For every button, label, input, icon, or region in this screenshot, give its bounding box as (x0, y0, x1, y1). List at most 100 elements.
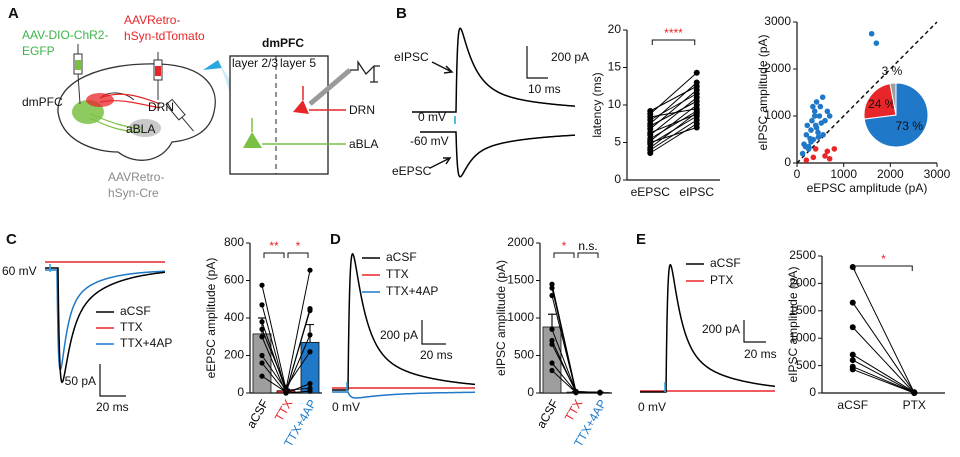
subject-point (693, 90, 700, 97)
x-tick-label: eEPSC (631, 185, 671, 199)
layer-label: layer 5 (280, 56, 316, 70)
y-axis-label: eIPSC amplitude (pA) (756, 34, 770, 150)
y-tick-label: 400 (224, 310, 244, 324)
point (802, 143, 809, 150)
holding-label: 0 mV (638, 400, 666, 414)
x-tick-label: PTX (903, 398, 926, 412)
legend-label: TTX+4AP (120, 336, 172, 350)
pie-label: 3 % (882, 64, 903, 78)
subject-line (852, 302, 915, 393)
significance-label: **** (664, 26, 683, 40)
y-tick-label: 1500 (507, 273, 534, 287)
x-tick-label: aCSF (534, 397, 561, 431)
subject-point (307, 332, 313, 338)
significance-label: n.s. (578, 239, 597, 253)
significance-bracket (263, 252, 285, 258)
subject-line (650, 100, 697, 127)
y-tick-label: 500 (514, 348, 534, 362)
subject-point (549, 337, 555, 344)
subject-line (650, 108, 697, 118)
subject-point (259, 352, 265, 359)
subject-point (259, 319, 265, 325)
point (816, 113, 823, 119)
subject-point (849, 299, 856, 306)
subject-line (649, 115, 698, 145)
subject-line (852, 266, 915, 393)
y-tick-label: 500 (796, 358, 816, 372)
legend-label: aCSF (386, 250, 417, 264)
pie-label: 24 % (868, 97, 896, 111)
subject-point (549, 281, 555, 287)
subject-point (549, 341, 555, 347)
scale-bar (99, 364, 126, 397)
point (824, 108, 831, 115)
holding-label: 0 mV (332, 400, 360, 414)
subject-point (307, 388, 313, 394)
subject-point (259, 326, 265, 332)
virus-label: EGFP (22, 44, 55, 58)
box-title: dmPFC (262, 36, 304, 50)
scale-label: 200 pA (380, 328, 418, 342)
legend-label: aCSF (710, 256, 741, 270)
target-label: aBLA (349, 137, 378, 151)
x-tick-label: TTX (562, 397, 585, 424)
subject-point (693, 83, 700, 90)
y-tick-label: 2000 (507, 235, 534, 249)
x-tick-label: aCSF (837, 398, 868, 412)
subject-line (650, 127, 697, 143)
subject-point (549, 326, 555, 332)
y-tick-label: 200 (224, 348, 244, 362)
subject-line (649, 82, 698, 125)
y-tick-label: 0 (784, 155, 791, 169)
subject-point (307, 267, 313, 273)
virus-label: AAVRetro- (108, 170, 164, 184)
arrow (429, 157, 452, 169)
y-axis-label: eEPSC amplitude (pA) (204, 258, 218, 379)
point (824, 148, 831, 155)
y-tick-label: 2000 (764, 61, 791, 75)
scale-bar (526, 46, 548, 79)
y-axis-label: eIPSC amplitude (pA) (494, 260, 508, 376)
slice-schematic (203, 55, 380, 175)
scale-label: 10 ms (528, 82, 561, 96)
x-tick-label: 3000 (924, 167, 951, 181)
point (813, 99, 820, 105)
subject-point (849, 366, 856, 373)
point (826, 155, 833, 162)
point (815, 129, 821, 136)
y-tick-label: 1000 (764, 108, 791, 122)
subject-point (597, 390, 603, 396)
scale-label: 50 pA (65, 374, 96, 388)
significance-bracket (577, 252, 599, 258)
x-tick-label: aCSF (244, 397, 271, 431)
subject-line (649, 89, 698, 130)
point (799, 150, 806, 157)
subject-point (307, 349, 313, 355)
panel-label: B (396, 5, 407, 22)
legend-label: TTX (386, 267, 409, 281)
bar (542, 326, 562, 394)
point (817, 103, 824, 110)
point (811, 108, 818, 115)
point (811, 113, 818, 119)
subject-point (647, 108, 654, 114)
subject-line (852, 326, 915, 394)
significance-label: * (296, 239, 301, 253)
layer-label: layer 2/3 (232, 56, 278, 70)
significance-bracket (651, 39, 696, 45)
y-tick-label: 1000 (789, 330, 816, 344)
point (804, 122, 811, 129)
subject-point (849, 351, 856, 358)
pie-slice (863, 82, 897, 120)
subject-point (259, 360, 265, 366)
panel-label: A (8, 5, 19, 22)
point (819, 94, 826, 100)
significance-label: ** (269, 239, 279, 253)
scale-label: 20 ms (420, 348, 453, 362)
holding-label: 60 mV (2, 264, 37, 278)
trace-label: eEPSC (392, 164, 432, 178)
y-axis-label: latency (ms) (590, 72, 604, 137)
trace (332, 252, 475, 391)
point (812, 146, 819, 152)
subject-point (307, 307, 313, 314)
